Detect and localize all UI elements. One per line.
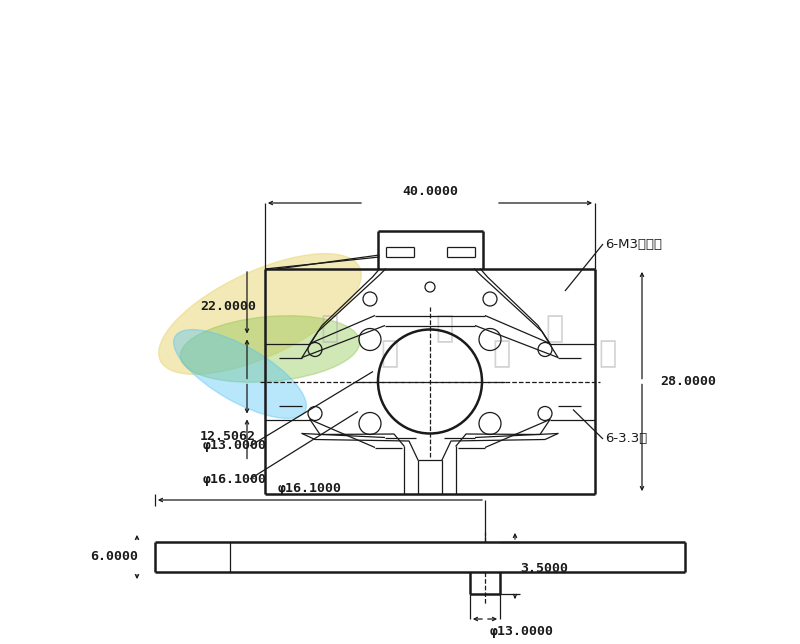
Text: φ16.1000: φ16.1000 <box>278 482 342 495</box>
Text: 窝: 窝 <box>381 339 399 368</box>
Ellipse shape <box>158 254 362 374</box>
Text: 维: 维 <box>493 339 511 368</box>
Text: φ16.1000: φ16.1000 <box>203 473 267 486</box>
Text: 3.5000: 3.5000 <box>520 562 568 574</box>
Text: φ13.0000: φ13.0000 <box>490 625 554 638</box>
Text: 6.0000: 6.0000 <box>90 551 138 564</box>
Text: 28.0000: 28.0000 <box>660 375 716 388</box>
Text: 40.0000: 40.0000 <box>402 185 458 198</box>
Text: 技: 技 <box>599 339 617 368</box>
Text: 6-M3螺纹孔: 6-M3螺纹孔 <box>605 238 662 251</box>
Text: 22.0000: 22.0000 <box>200 300 256 313</box>
Ellipse shape <box>180 316 360 383</box>
Ellipse shape <box>174 330 306 419</box>
Text: 12.5062: 12.5062 <box>200 430 256 443</box>
Text: 科: 科 <box>546 314 564 343</box>
Text: φ13.0000: φ13.0000 <box>203 439 267 453</box>
Text: 三: 三 <box>436 314 454 343</box>
Text: 6-3.3测: 6-3.3测 <box>605 433 647 446</box>
Text: 蜂: 蜂 <box>321 314 339 343</box>
